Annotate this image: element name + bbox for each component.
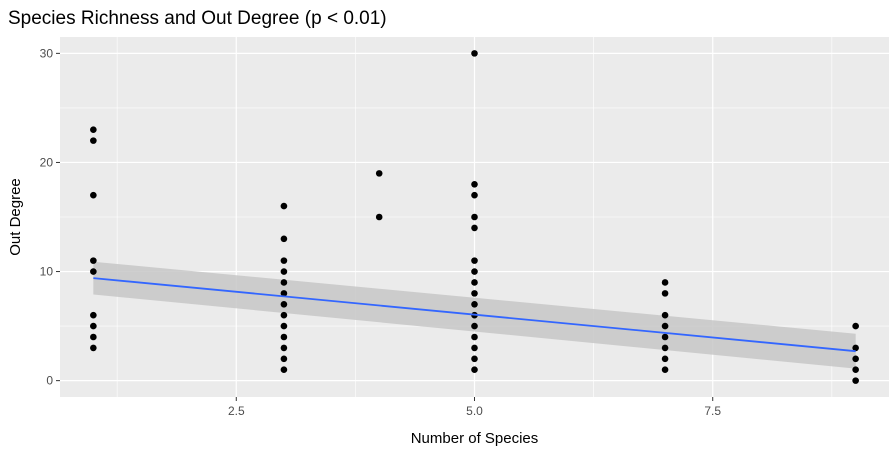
data-point — [471, 322, 478, 330]
data-point — [471, 191, 478, 199]
data-point — [471, 366, 478, 374]
data-point — [90, 126, 97, 134]
data-point — [661, 344, 669, 352]
data-point — [661, 279, 669, 286]
data-point — [280, 300, 288, 308]
data-point — [471, 50, 478, 57]
data-point — [90, 268, 97, 275]
data-point — [471, 333, 478, 341]
data-point — [661, 311, 669, 319]
x-axis-title: Number of Species — [411, 430, 539, 447]
data-point — [471, 344, 478, 352]
data-point — [471, 268, 478, 275]
data-point — [280, 235, 288, 243]
data-point — [471, 279, 478, 286]
chart-title: Species Richness and Out Degree (p < 0.0… — [8, 8, 387, 29]
data-point — [471, 213, 478, 221]
y-axis: 0 10 20 30 — [40, 46, 60, 388]
y-tick-label: 10 — [40, 265, 54, 279]
y-tick-label: 0 — [46, 374, 53, 388]
data-point — [661, 322, 669, 330]
data-point — [471, 290, 478, 297]
data-point — [280, 202, 288, 210]
x-axis: 2.5 5.0 7.5 — [228, 397, 721, 418]
data-point — [280, 257, 288, 264]
data-point — [375, 170, 383, 177]
data-point — [661, 355, 669, 363]
y-tick-label: 30 — [40, 46, 54, 60]
data-point — [852, 355, 859, 363]
data-point — [280, 322, 288, 330]
data-point — [471, 300, 478, 308]
data-point — [661, 290, 669, 297]
data-point — [471, 224, 478, 232]
data-point — [852, 344, 859, 352]
data-point — [280, 344, 288, 352]
data-point — [280, 355, 288, 363]
data-point — [852, 377, 859, 384]
data-point — [90, 257, 97, 264]
data-point — [280, 268, 288, 275]
data-point — [90, 137, 97, 144]
trend-line — [93, 277, 856, 353]
data-point — [90, 333, 97, 341]
y-axis-title: Out Degree — [7, 178, 24, 256]
data-point — [661, 333, 669, 341]
x-tick-label: 2.5 — [228, 404, 245, 418]
data-point — [661, 366, 669, 374]
data-point — [90, 311, 97, 319]
x-tick-label: 7.5 — [704, 404, 721, 418]
data-point — [852, 322, 859, 330]
data-point — [90, 191, 97, 199]
data-point — [280, 290, 288, 297]
y-tick-label: 20 — [40, 155, 54, 169]
data-point — [852, 366, 859, 374]
data-point — [280, 279, 288, 286]
data-point — [280, 333, 288, 341]
data-point — [90, 344, 97, 352]
data-point — [471, 180, 478, 188]
trend-line-layer — [93, 277, 856, 353]
points-layer — [90, 50, 859, 384]
data-point — [471, 355, 478, 363]
data-point — [280, 311, 288, 319]
data-point — [375, 213, 383, 221]
x-tick-label: 5.0 — [466, 404, 483, 418]
data-point — [90, 322, 97, 330]
data-point — [280, 366, 288, 374]
data-point — [471, 257, 478, 264]
